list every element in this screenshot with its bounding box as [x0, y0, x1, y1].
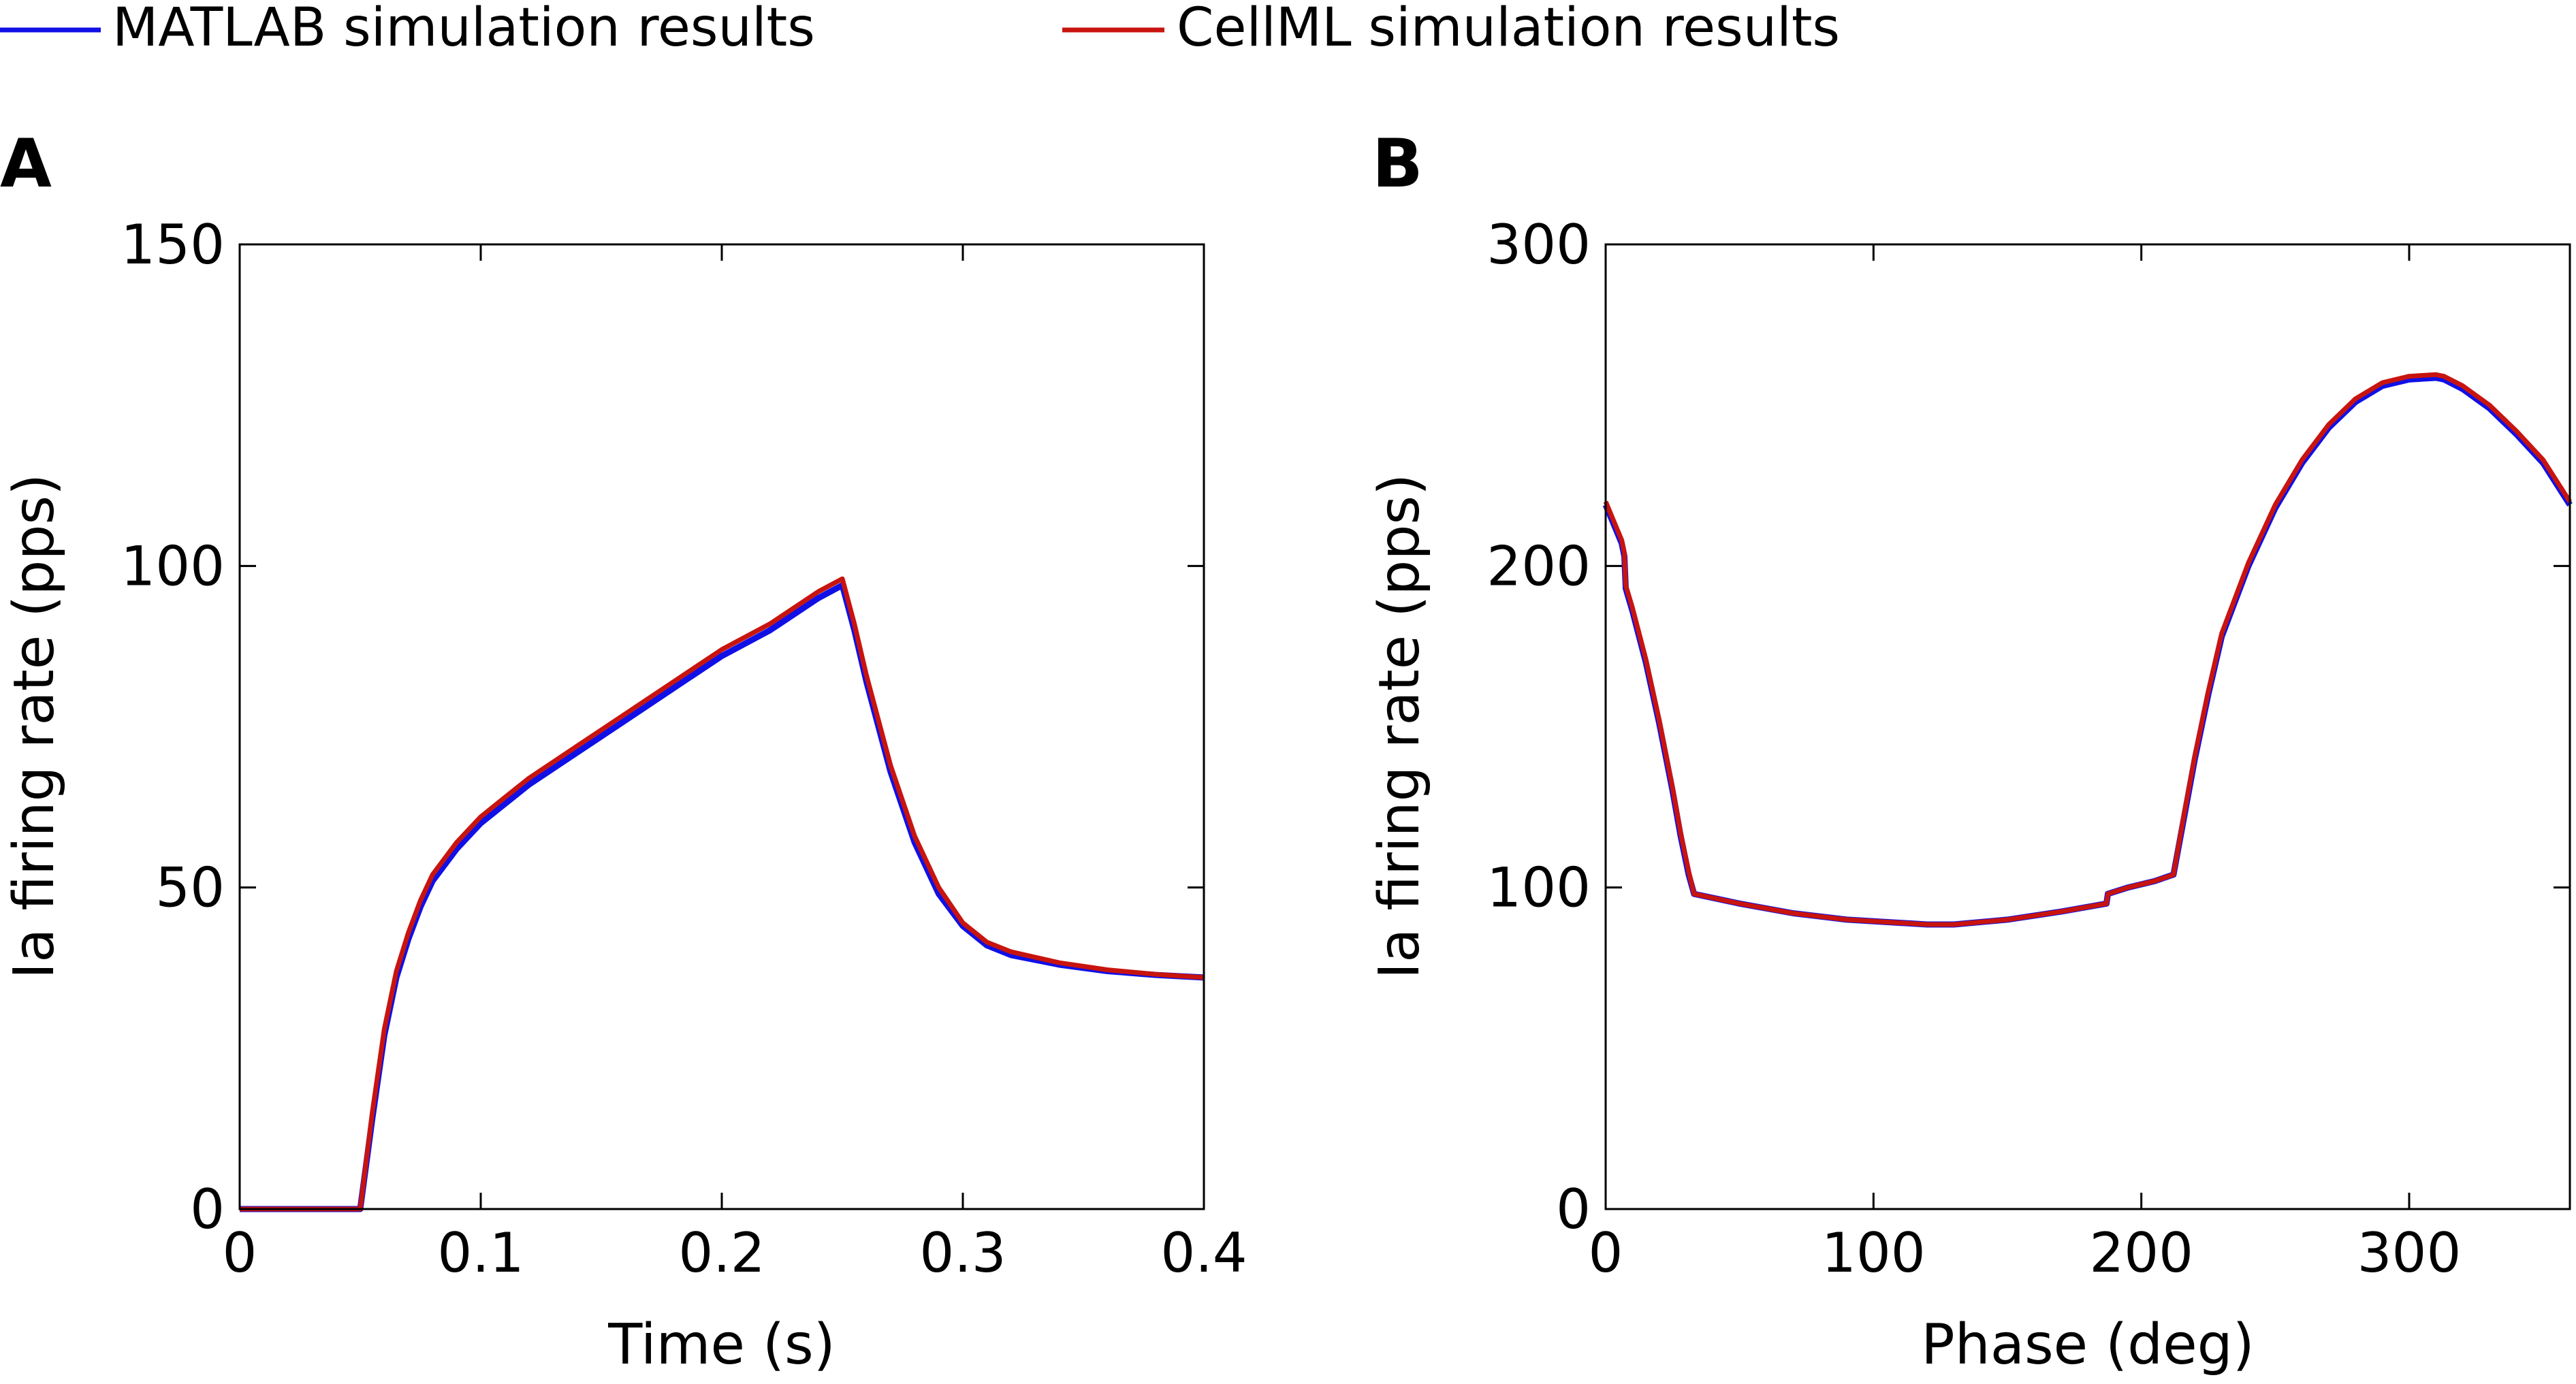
- y-axis-label-b: Ia firing rate (pps): [1367, 474, 1432, 979]
- x-tick-label-a: 0.3: [919, 1221, 1006, 1285]
- x-tick-label-a: 0.4: [1160, 1221, 1247, 1285]
- x-tick-label-a: 0.2: [678, 1221, 765, 1285]
- y-axis-label-a: Ia firing rate (pps): [2, 474, 67, 979]
- y-tick-label-a: 0: [190, 1178, 225, 1241]
- plot-frame-b: [1604, 243, 2571, 1210]
- x-tick-label-a: 0: [223, 1221, 257, 1285]
- panel-label-b: B: [1372, 125, 1423, 203]
- series-line-matlab-a: [240, 582, 1205, 1212]
- x-axis-label-a: Time (s): [607, 1313, 835, 1377]
- x-tick-label-b: 0: [1589, 1221, 1623, 1285]
- x-tick-label-b: 100: [1822, 1221, 1926, 1285]
- panel-a: A 0 0.1 0.2 0.3 0.4 0 50 100 150 Time (s) Ia fir…: [0, 125, 1247, 1377]
- legend: MATLAB simulation results CellML simulat…: [0, 0, 1840, 59]
- x-axis-label-b: Phase (deg): [1921, 1313, 2254, 1377]
- x-tick-label-b: 200: [2089, 1221, 2193, 1285]
- plot-frame-a: [238, 243, 1205, 1210]
- y-tick-label-b: 0: [1556, 1178, 1591, 1241]
- panel-b: B 0 100 200 300 0 100 200 300 Phase (deg) Ia fi…: [1367, 125, 2573, 1377]
- y-tick-label-b: 100: [1486, 856, 1591, 920]
- y-tick-label-a: 150: [121, 213, 225, 276]
- x-tick-label-b: 300: [2357, 1221, 2462, 1285]
- legend-label-matlab: MATLAB simulation results: [112, 0, 815, 59]
- y-tick-label-a: 50: [155, 856, 225, 920]
- panel-label-a: A: [0, 125, 52, 203]
- y-tick-label-b: 300: [1486, 213, 1591, 276]
- y-tick-label-b: 200: [1486, 534, 1591, 598]
- series-line-cellml-a: [240, 576, 1205, 1212]
- y-tick-label-a: 100: [121, 534, 225, 598]
- series-line-matlab-b: [1602, 374, 2573, 928]
- x-tick-label-a: 0.1: [437, 1221, 524, 1285]
- series-line-cellml-b: [1603, 372, 2572, 927]
- legend-label-cellml: CellML simulation results: [1177, 0, 1840, 59]
